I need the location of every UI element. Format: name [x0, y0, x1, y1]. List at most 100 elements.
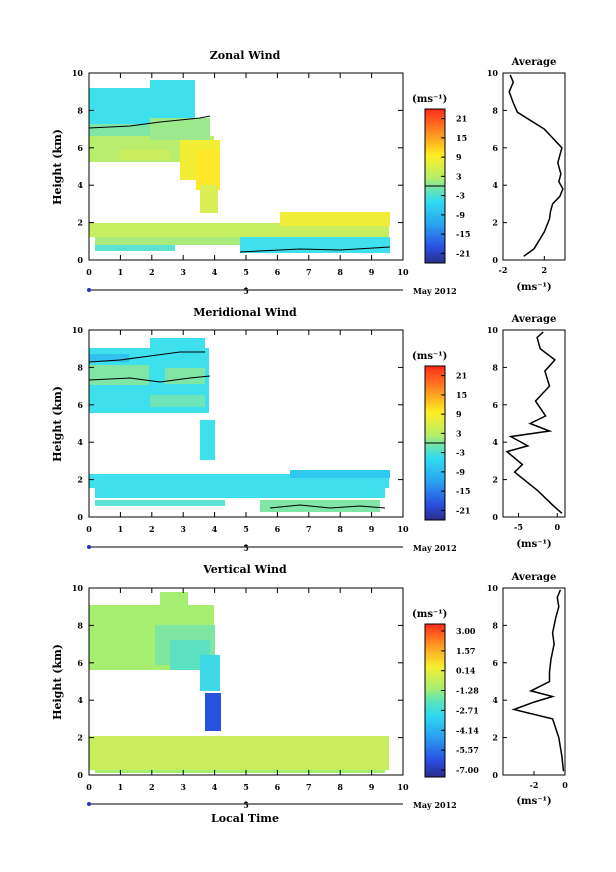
- zonal-ytick-label: 6: [77, 143, 83, 153]
- zonal-ytick-label: 4: [77, 180, 83, 190]
- vertical-colorbar-tick-label: -4.14: [456, 725, 479, 735]
- vertical-xtick-label: 10: [397, 782, 409, 792]
- meridional-profile-ytick-label: 10: [487, 325, 499, 335]
- meridional-profile-frame: [502, 329, 566, 518]
- meridional-profile-xtick-label: 0: [554, 522, 560, 532]
- meridional-patch: [95, 500, 225, 506]
- zonal-xtick-label: 2: [149, 267, 155, 277]
- vertical-patch: [89, 736, 389, 770]
- meridional-ytick-label: 0: [77, 512, 83, 522]
- zonal-xtick-label: 10: [397, 267, 409, 277]
- meridional-xtick-label: 6: [275, 524, 281, 534]
- zonal-xtick-label: 9: [369, 267, 375, 277]
- zonal-xtick-label: 4: [212, 267, 218, 277]
- zonal-xtick-label: 6: [275, 267, 281, 277]
- meridional-xtick-label: 7: [306, 524, 312, 534]
- meridional-colorbar-tick-label: -9: [456, 467, 465, 477]
- meridional-colorbar-tick-label: 9: [456, 409, 462, 419]
- meridional-xtick-label: 2: [149, 524, 155, 534]
- vertical-colorbar-tick-label: -2.71: [456, 705, 479, 715]
- zonal-patch: [95, 245, 175, 251]
- vertical-colorbar-tick-label: 0.14: [456, 666, 476, 676]
- zonal-colorbar-tick-label: -15: [456, 229, 470, 239]
- vertical-xtick-label: 3: [180, 782, 186, 792]
- vertical-patch: [95, 770, 385, 773]
- zonal-xtick-label: 7: [306, 267, 312, 277]
- zonal-date-marker: [87, 288, 91, 292]
- vertical-xtick-label: 9: [369, 782, 375, 792]
- meridional-heatmap: [89, 338, 390, 512]
- zonal-colorbar-tick-label: 21: [456, 114, 467, 124]
- zonal-profile-xtick-label: -2: [499, 265, 508, 275]
- vertical-ytick-label: 10: [72, 583, 84, 593]
- zonal-colorbar-tick-label: -21: [456, 248, 470, 258]
- zonal-patch: [150, 118, 210, 140]
- meridional-profile-title: Average: [511, 314, 557, 325]
- vertical-profile-ytick-label: 2: [492, 733, 498, 743]
- zonal-xtick-label: 3: [180, 267, 186, 277]
- meridional-date-day: 5: [243, 543, 249, 553]
- vertical-colorbar-unit: (ms⁻¹): [412, 609, 447, 620]
- meridional-xtick-label: 5: [243, 524, 249, 534]
- meridional-patch: [200, 420, 215, 460]
- meridional-date-marker: [87, 545, 91, 549]
- vertical-colorbar-tick-label: -5.57: [456, 745, 479, 755]
- zonal-colorbar-tick-label: 3: [456, 171, 462, 181]
- zonal-ytick-label: 0: [77, 255, 83, 265]
- vertical-profile-ytick-label: 8: [492, 620, 498, 630]
- zonal-xtick-label: 1: [118, 267, 124, 277]
- meridional-colorbar-tick-label: -15: [456, 486, 470, 496]
- meridional-ytick-label: 8: [77, 362, 83, 372]
- zonal-contour: [239, 246, 391, 253]
- meridional-colorbar-ticks: 21 15 9 3 -3 -9 -15 -21: [441, 371, 470, 515]
- zonal-colorbar-ticks: 21 15 9 3 -3 -9 -15 -21: [441, 114, 470, 258]
- meridional-patch: [89, 354, 129, 362]
- meridional-contour: [89, 375, 211, 383]
- meridional-xtick-label: 1: [118, 524, 124, 534]
- zonal-colorbar-unit: (ms⁻¹): [412, 94, 447, 105]
- zonal-xtick-label: 8: [337, 267, 343, 277]
- zonal-date-month: May 2012: [413, 286, 457, 296]
- meridional-patch: [95, 488, 385, 498]
- vertical-xlabel: Local Time: [211, 812, 279, 825]
- zonal-profile: 0 2 4 6 8 10 -2 2: [487, 68, 564, 275]
- vertical-xtick-label: 6: [275, 782, 281, 792]
- vertical-patch: [205, 693, 221, 731]
- zonal-heatmap: [89, 80, 391, 253]
- vertical-xtick-label: 7: [306, 782, 312, 792]
- zonal-profile-title: Average: [511, 57, 557, 68]
- vertical-ytick-label: 8: [77, 620, 83, 630]
- meridional-xtick-label: 3: [180, 524, 186, 534]
- meridional-colorbar-tick-label: 3: [456, 428, 462, 438]
- vertical-profile-ytick-label: 6: [492, 658, 498, 668]
- meridional-colorbar-tick-label: -3: [456, 448, 465, 458]
- meridional-profile: 0 2 4 6 8 10 -5 0: [487, 325, 563, 532]
- meridional-colorbar-tick-label: 21: [456, 371, 467, 381]
- vertical-heatmap: [89, 592, 389, 773]
- meridional-patch: [150, 395, 205, 407]
- meridional-title: Meridional Wind: [193, 306, 297, 319]
- zonal-profile-ytick-label: 0: [492, 255, 498, 265]
- meridional-profile-ytick-label: 4: [492, 437, 498, 447]
- vertical-patch: [160, 592, 188, 612]
- vertical-wind-panel: Vertical Wind 0 1 2 3 4 5 6 7 8 9 10 0 2 4 6 8 10 Height…: [51, 563, 568, 825]
- meridional-profile-ytick-label: 2: [492, 475, 498, 485]
- meridional-patch: [150, 338, 205, 358]
- zonal-patch: [150, 80, 195, 125]
- zonal-colorbar-tick-label: -3: [456, 191, 465, 201]
- vertical-xtick-label: 4: [212, 782, 218, 792]
- vertical-ylabel: Height (km): [51, 644, 64, 720]
- vertical-colorbar-tick-label: 1.57: [456, 646, 475, 656]
- zonal-patch: [280, 212, 390, 226]
- meridional-ytick-label: 6: [77, 400, 83, 410]
- meridional-xtick-label: 4: [212, 524, 218, 534]
- meridional-xtick-label: 0: [86, 524, 92, 534]
- zonal-date-day: 5: [243, 286, 249, 296]
- zonal-contour: [89, 115, 211, 129]
- vertical-xtick-label: 1: [118, 782, 124, 792]
- zonal-patch: [89, 223, 389, 237]
- zonal-colorbar-tick-label: 15: [456, 133, 467, 143]
- vertical-colorbar: [424, 623, 446, 778]
- vertical-xtick-label: 2: [149, 782, 155, 792]
